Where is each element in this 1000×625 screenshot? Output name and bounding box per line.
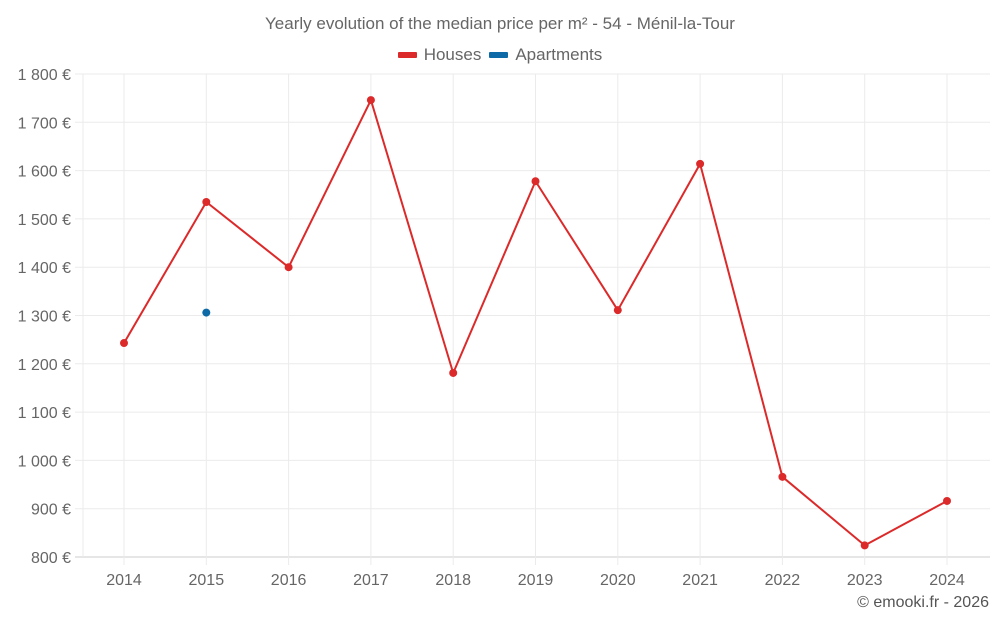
houses-swatch-icon bbox=[397, 52, 417, 58]
x-axis-tick-label: 2021 bbox=[682, 572, 718, 589]
x-axis-tick-label: 2014 bbox=[106, 572, 142, 589]
x-axis-tick-label: 2023 bbox=[847, 572, 883, 589]
y-axis-tick-label: 900 € bbox=[31, 502, 71, 519]
data-point-houses[interactable] bbox=[696, 159, 705, 168]
y-axis-tick-label: 1 200 € bbox=[18, 357, 71, 374]
data-point-houses[interactable] bbox=[613, 306, 622, 315]
x-axis-tick-label: 2017 bbox=[353, 572, 389, 589]
y-axis-tick-label: 1 500 € bbox=[18, 212, 71, 229]
legend-label-apartments: Apartments bbox=[515, 45, 603, 64]
x-axis-tick-label: 2015 bbox=[189, 572, 225, 589]
y-axis-tick-label: 800 € bbox=[31, 550, 71, 567]
copyright-credit: © emooki.fr - 2026 bbox=[857, 594, 989, 611]
y-axis-tick-label: 1 000 € bbox=[18, 453, 71, 470]
data-point-houses[interactable] bbox=[366, 96, 375, 105]
data-point-houses[interactable] bbox=[860, 541, 869, 550]
y-axis-tick-label: 1 400 € bbox=[18, 260, 71, 277]
apartments-swatch-icon bbox=[489, 52, 509, 58]
y-axis-tick-label: 1 700 € bbox=[18, 115, 71, 132]
chart-legend: Houses Apartments bbox=[0, 45, 1000, 65]
data-point-houses[interactable] bbox=[284, 263, 293, 272]
y-axis-tick-label: 1 600 € bbox=[18, 164, 71, 181]
x-axis-tick-label: 2024 bbox=[929, 572, 965, 589]
data-point-houses[interactable] bbox=[943, 496, 951, 505]
data-point-apartments[interactable] bbox=[202, 308, 211, 317]
legend-label-houses: Houses bbox=[423, 45, 482, 64]
x-axis-tick-label: 2019 bbox=[518, 572, 554, 589]
y-axis-tick-label: 1 300 € bbox=[18, 309, 71, 326]
data-point-houses[interactable] bbox=[531, 177, 540, 186]
data-point-houses[interactable] bbox=[778, 472, 787, 481]
legend-item-houses[interactable]: Houses bbox=[397, 45, 482, 65]
chart-title: Yearly evolution of the median price per… bbox=[265, 14, 735, 33]
x-axis-tick-label: 2022 bbox=[765, 572, 801, 589]
x-axis-tick-label: 2016 bbox=[271, 572, 307, 589]
data-point-houses[interactable] bbox=[202, 197, 211, 206]
data-point-houses[interactable] bbox=[449, 368, 458, 377]
legend-item-apartments[interactable]: Apartments bbox=[489, 45, 602, 65]
y-axis-tick-label: 1 100 € bbox=[18, 405, 71, 422]
y-axis-tick-label: 1 800 € bbox=[18, 67, 71, 84]
x-axis-tick-label: 2020 bbox=[600, 572, 636, 589]
data-point-houses[interactable] bbox=[120, 339, 128, 348]
x-axis-tick-label: 2018 bbox=[435, 572, 471, 589]
